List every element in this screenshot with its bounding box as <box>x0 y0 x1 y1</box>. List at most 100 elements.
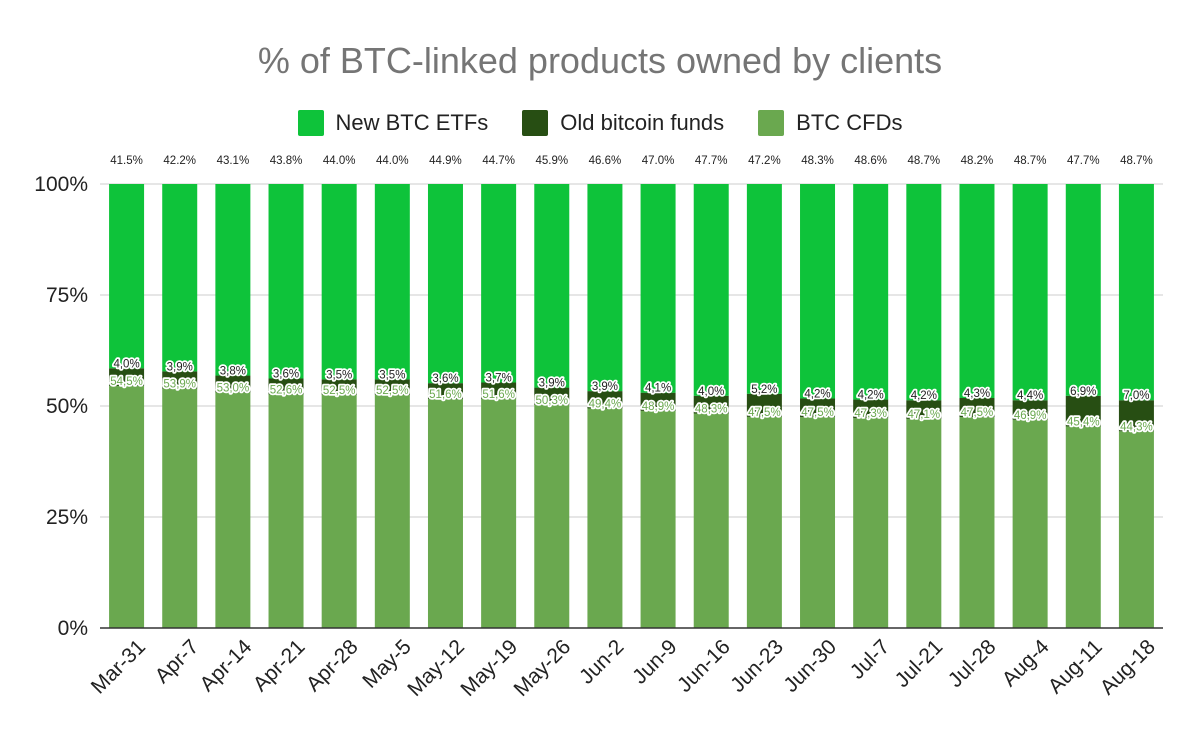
legend-item: Old bitcoin funds <box>522 110 724 136</box>
y-tick-label: 25% <box>46 506 88 529</box>
data-label: 47.0% <box>642 155 675 167</box>
bar-segment <box>693 395 729 414</box>
data-label: 4,1% <box>645 383 671 395</box>
bar-segment <box>427 184 463 384</box>
y-tick-label: 0% <box>58 617 88 640</box>
data-label: 41.5% <box>110 155 143 167</box>
data-label: 4,0% <box>698 386 724 398</box>
data-label: 46,9% <box>1014 410 1047 422</box>
data-label: 3,5% <box>379 369 405 381</box>
data-label: 47.7% <box>1067 155 1100 167</box>
x-tick-label: Apr-14 <box>196 635 257 696</box>
data-label: 46.6% <box>589 155 622 167</box>
data-label: 53,0% <box>217 382 250 394</box>
bar-segment <box>906 418 942 628</box>
bar-segment <box>1012 419 1048 628</box>
data-label: 47.2% <box>748 155 781 167</box>
data-label: 52,6% <box>270 384 303 396</box>
x-tick-label: Jun-30 <box>779 635 841 697</box>
bar-segment <box>268 378 304 395</box>
bar-segment <box>1118 184 1154 401</box>
bar-segment <box>959 184 995 399</box>
x-tick-label: Jul-7 <box>846 635 894 683</box>
legend-swatch <box>297 110 324 136</box>
data-label: 48.3% <box>801 155 834 167</box>
bar-segment <box>746 184 782 394</box>
data-label: 52,5% <box>376 385 409 397</box>
legend-label: BTC CFDs <box>796 110 903 135</box>
data-label: 47,3% <box>854 408 887 420</box>
bar-segment <box>268 184 304 379</box>
bar-segment <box>587 391 623 409</box>
data-label: 5,2% <box>751 384 777 396</box>
x-tick-label: Mar-31 <box>87 635 150 698</box>
bar-segment <box>746 416 782 628</box>
legend: New BTC ETFs Old bitcoin funds BTC CFDs <box>0 110 1200 136</box>
bar-segment <box>853 399 889 419</box>
legend-swatch <box>522 110 549 136</box>
bar-segment <box>587 184 623 392</box>
legend-item: New BTC ETFs <box>297 110 488 136</box>
data-label: 47.7% <box>695 155 728 167</box>
data-label: 51,6% <box>429 389 462 401</box>
data-label: 50,3% <box>535 395 568 407</box>
bar-segment <box>959 398 995 418</box>
data-label: 6,9% <box>1070 386 1096 398</box>
data-label: 54,5% <box>110 376 143 388</box>
bar-segment <box>959 417 995 628</box>
data-label: 44.0% <box>376 155 409 167</box>
bar-segment <box>534 404 570 628</box>
x-tick-label: May-26 <box>510 635 576 701</box>
x-tick-label: Aug-18 <box>1096 635 1160 699</box>
bar-segment <box>800 184 836 399</box>
y-tick-label: 100% <box>34 173 88 196</box>
bar-segment <box>374 184 410 380</box>
data-label: 43.8% <box>270 155 303 167</box>
data-label: 48.2% <box>961 155 994 167</box>
legend-label: Old bitcoin funds <box>560 110 725 135</box>
bar-segment <box>215 184 251 376</box>
x-tick-label: May-12 <box>403 635 469 701</box>
bar-segment <box>109 368 145 387</box>
bar-segment <box>162 184 198 372</box>
data-label: 3,5% <box>326 369 352 381</box>
data-label: 7,0% <box>1123 390 1149 402</box>
bar-segment <box>800 398 836 418</box>
data-label: 4,4% <box>1017 390 1043 402</box>
y-tick-label: 50% <box>46 395 88 418</box>
data-label: 44,3% <box>1120 421 1153 433</box>
data-label: 44.0% <box>323 155 356 167</box>
bar-segment <box>268 394 304 628</box>
data-label: 51,6% <box>482 389 515 401</box>
data-label: 3,9% <box>539 378 565 390</box>
bar-segment <box>427 383 463 400</box>
data-label: 4,3% <box>964 388 990 400</box>
data-label: 53,9% <box>163 379 196 391</box>
bar-segment <box>746 393 782 417</box>
bar-segment <box>1012 184 1048 401</box>
data-label: 44.9% <box>429 155 462 167</box>
x-tick-label: Aug-11 <box>1044 635 1107 698</box>
bar-segment <box>1065 426 1101 628</box>
data-label: 4,2% <box>911 390 937 402</box>
y-tick-label: 75% <box>46 284 88 307</box>
data-label: 49,4% <box>589 398 622 410</box>
x-tick-label: Apr-28 <box>302 635 363 696</box>
data-label: 47,5% <box>961 407 994 419</box>
data-label: 43.1% <box>217 155 250 167</box>
bar-segment <box>215 392 251 628</box>
x-tick-label: May-19 <box>456 635 522 701</box>
chart-title: % of BTC-linked products owned by client… <box>257 40 943 81</box>
bar-segment <box>640 184 676 393</box>
bar-segment <box>374 379 410 395</box>
bar-segment <box>1118 431 1154 628</box>
bar-segment <box>640 392 676 411</box>
data-label: 47,5% <box>748 407 781 419</box>
bar-segment <box>800 417 836 628</box>
data-label: 47,5% <box>801 407 834 419</box>
data-label: 45,4% <box>1067 416 1100 428</box>
bar-segment <box>321 184 357 380</box>
data-label: 52,5% <box>323 385 356 397</box>
data-label: 48.7% <box>908 155 941 167</box>
